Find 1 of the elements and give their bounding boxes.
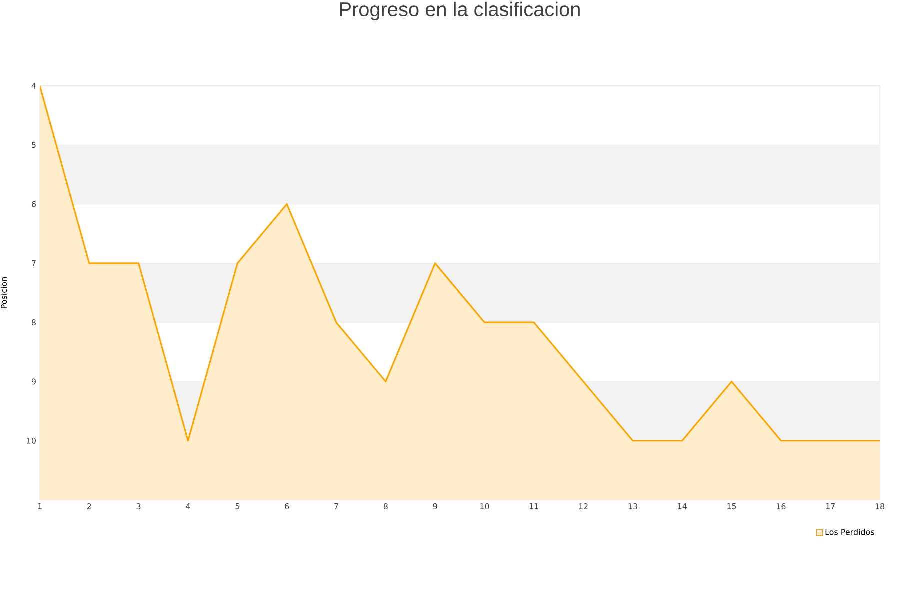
chart-title: Progreso en la clasificacion [340, 2, 580, 21]
